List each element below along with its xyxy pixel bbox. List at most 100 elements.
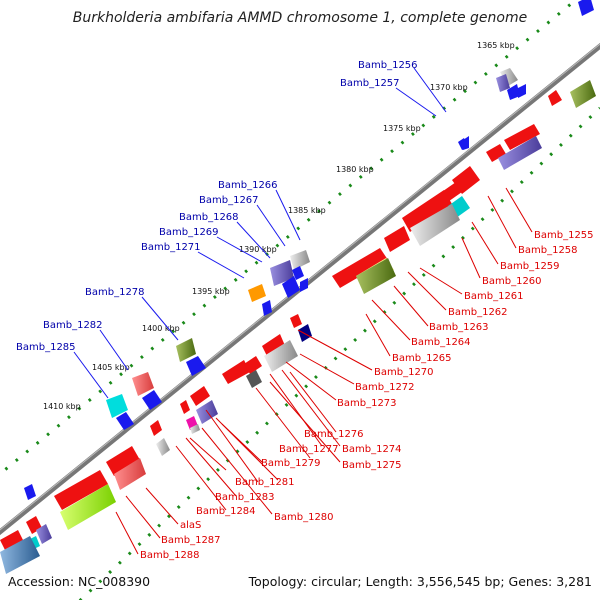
gene-label-bamb-1270[interactable]: Bamb_1270 (374, 367, 434, 378)
gene-arrow[interactable] (24, 484, 36, 500)
gene-arrow[interactable] (292, 266, 304, 280)
gene-label-bamb-1263[interactable]: Bamb_1263 (429, 322, 489, 333)
reverse-strand-genes (0, 80, 596, 574)
gene-arrow[interactable] (190, 424, 200, 434)
gene-label-bamb-1287[interactable]: Bamb_1287 (161, 535, 221, 546)
gene-arrow[interactable] (0, 530, 24, 552)
forward-gene-labels: Bamb_1256 Bamb_1257 Bamb_1266 Bamb_1267 … (16, 60, 418, 353)
gene-arrow[interactable] (298, 324, 312, 342)
gene-label-bamb-1269[interactable]: Bamb_1269 (159, 227, 219, 238)
kbp-tick-1370: 1370 kbp (430, 83, 468, 92)
gene-arrow[interactable] (282, 276, 300, 298)
gene-arrow[interactable] (290, 250, 310, 270)
gene-arrow[interactable] (190, 386, 210, 406)
gene-label-bamb-1258[interactable]: Bamb_1258 (518, 245, 578, 256)
gene-arrow[interactable] (262, 334, 286, 358)
leader-lines (73, 67, 533, 555)
gene-label-bamb-1285[interactable]: Bamb_1285 (16, 342, 76, 353)
gene-arrow[interactable] (244, 356, 262, 374)
gene-label-bamb-1257[interactable]: Bamb_1257 (340, 78, 400, 89)
gene-label-bamb-1261[interactable]: Bamb_1261 (464, 291, 524, 302)
gene-arrow[interactable] (402, 190, 452, 232)
gene-label-bamb-1276[interactable]: Bamb_1276 (304, 429, 364, 440)
gene-arrow[interactable] (504, 124, 540, 150)
gene-arrow[interactable] (0, 536, 40, 574)
gene-label-bamb-1267[interactable]: Bamb_1267 (199, 195, 259, 206)
gene-arrow[interactable] (114, 458, 146, 490)
gene-arrow[interactable] (498, 136, 542, 170)
gene-arrow[interactable] (262, 300, 272, 316)
gene-arrow[interactable] (500, 68, 518, 86)
gene-arrow[interactable] (156, 438, 170, 456)
gene-label-bamb-1278[interactable]: Bamb_1278 (85, 287, 145, 298)
gene-label-bamb-1266[interactable]: Bamb_1266 (218, 180, 278, 191)
gene-arrow[interactable] (222, 360, 250, 384)
gene-label-bamb-1283[interactable]: Bamb_1283 (215, 492, 275, 503)
kbp-tick-1395: 1395 kbp (192, 287, 230, 296)
gene-label-bamb-1255[interactable]: Bamb_1255 (534, 230, 594, 241)
gene-arrow[interactable] (507, 84, 520, 100)
gene-arrow[interactable] (246, 370, 262, 388)
gene-arrow[interactable] (116, 412, 134, 430)
gene-arrow[interactable] (384, 226, 410, 252)
kbp-tick-1390: 1390 kbp (239, 245, 277, 254)
gene-label-bamb-1260[interactable]: Bamb_1260 (482, 276, 542, 287)
gene-arrow[interactable] (270, 260, 294, 286)
gene-label-bamb-1259[interactable]: Bamb_1259 (500, 261, 560, 272)
gene-label-bamb-1282[interactable]: Bamb_1282 (43, 320, 103, 331)
gene-label-bamb-1268[interactable]: Bamb_1268 (179, 212, 239, 223)
inner-dotted-guide (78, 106, 600, 600)
gene-label-bamb-1271[interactable]: Bamb_1271 (141, 242, 201, 253)
gene-arrow[interactable] (548, 90, 562, 106)
gene-label-bamb-1279[interactable]: Bamb_1279 (261, 458, 321, 469)
gene-arrow[interactable] (410, 204, 460, 246)
gene-label-bamb-1262[interactable]: Bamb_1262 (448, 307, 508, 318)
gene-label-bamb-1264[interactable]: Bamb_1264 (411, 337, 471, 348)
gene-arrow[interactable] (264, 340, 298, 372)
gene-arrow[interactable] (486, 144, 506, 162)
gene-label-bamb-1277[interactable]: Bamb_1277 (279, 444, 339, 455)
map-title: Burkholderia ambifaria AMMD chromosome 1… (72, 10, 528, 26)
gene-label-bamb-1280[interactable]: Bamb_1280 (274, 512, 334, 523)
gene-label-alas[interactable]: alaS (180, 520, 201, 531)
gene-arrow[interactable] (356, 258, 396, 294)
gene-label-bamb-1284[interactable]: Bamb_1284 (196, 506, 256, 517)
gene-arrow[interactable] (290, 314, 302, 328)
gene-arrow[interactable] (248, 284, 266, 302)
gene-label-bamb-1275[interactable]: Bamb_1275 (342, 460, 402, 471)
reverse-gene-labels: Bamb_1255 Bamb_1258 Bamb_1259 Bamb_1260 … (140, 230, 594, 561)
gene-arrow[interactable] (186, 356, 206, 376)
gene-label-bamb-1265[interactable]: Bamb_1265 (392, 353, 452, 364)
gene-arrow[interactable] (36, 524, 52, 544)
gene-label-bamb-1273[interactable]: Bamb_1273 (337, 398, 397, 409)
gene-arrow[interactable] (106, 394, 128, 418)
gene-arrow[interactable] (54, 470, 108, 510)
gene-arrow[interactable] (300, 278, 308, 292)
gene-label-bamb-1274[interactable]: Bamb_1274 (342, 444, 402, 455)
accession-text: Accession: NC_008390 (8, 574, 151, 589)
gene-label-bamb-1256[interactable]: Bamb_1256 (358, 60, 418, 71)
gene-arrow[interactable] (332, 248, 388, 288)
gene-arrow[interactable] (518, 84, 526, 98)
gene-arrow[interactable] (60, 484, 116, 530)
gene-arrow[interactable] (132, 372, 154, 396)
gene-arrow[interactable] (150, 420, 162, 436)
forward-strand-genes (24, 0, 594, 500)
gene-arrow[interactable] (578, 0, 594, 16)
gene-arrow[interactable] (180, 400, 190, 414)
gene-arrow[interactable] (106, 446, 140, 476)
gene-arrow[interactable] (463, 136, 469, 150)
kbp-tick-1380: 1380 kbp (336, 165, 374, 174)
gene-label-bamb-1281[interactable]: Bamb_1281 (235, 477, 295, 488)
gene-label-bamb-1272[interactable]: Bamb_1272 (355, 382, 415, 393)
kbp-tick-1405: 1405 kbp (92, 363, 130, 372)
kbp-tick-1410: 1410 kbp (43, 402, 81, 411)
gene-arrow[interactable] (496, 74, 510, 92)
gene-arrow[interactable] (176, 338, 196, 362)
gene-label-bamb-1288[interactable]: Bamb_1288 (140, 550, 200, 561)
gene-arrow[interactable] (570, 80, 596, 108)
gene-arrow[interactable] (142, 390, 162, 410)
kbp-tick-1385: 1385 kbp (288, 206, 326, 215)
genome-summary-text: Topology: circular; Length: 3,556,545 bp… (248, 574, 592, 589)
